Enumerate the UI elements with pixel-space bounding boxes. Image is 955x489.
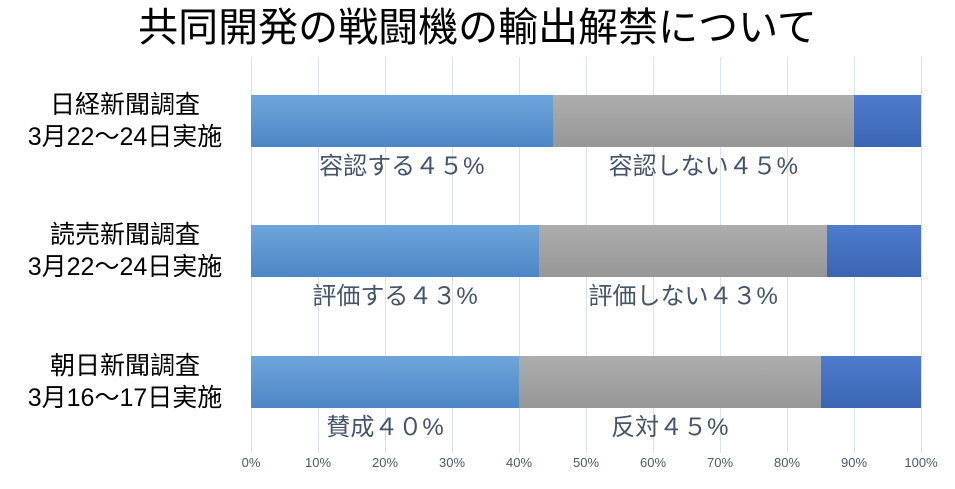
bar-segment-disapprove (552, 95, 854, 147)
x-axis-tick: 100% (904, 455, 938, 470)
segment-label: 容認する４５% (319, 153, 485, 180)
x-axis-tick: 70% (706, 455, 734, 470)
category-name: 読売新聞調査 (49, 221, 200, 249)
bar-segment-other (820, 356, 921, 408)
x-axis-tick: 40% (505, 455, 533, 470)
category-name: 朝日新聞調査 (49, 352, 200, 380)
bar-segment-approve (251, 356, 519, 408)
chart-title: 共同開発の戦闘機の輸出解禁について (138, 6, 817, 50)
bar-segment-approve (251, 95, 553, 147)
x-axis-tick: 60% (639, 455, 667, 470)
category-date: 3月22〜24日実施 (27, 123, 223, 151)
bar-segment-other (854, 95, 921, 147)
segment-labels-asahi: 賛成４０% 反対４５% (251, 412, 921, 444)
segment-labels-yomiuri: 評価する４３% 評価しない４３% (251, 281, 921, 313)
segment-label: 評価しない４３% (588, 283, 778, 310)
x-axis-tick: 90% (840, 455, 868, 470)
x-axis-tick: 80% (773, 455, 801, 470)
segment-label: 容認しない４５% (608, 153, 798, 180)
stacked-bar-nikkei (251, 95, 921, 147)
bar-segment-other (827, 225, 921, 277)
bar-segment-disapprove (519, 356, 821, 408)
x-axis-ticks: 0% 10% 20% 30% 40% 50% 60% 70% 80% 90% 100% (242, 455, 938, 473)
category-label-asahi: 朝日新聞調査 3月16〜17日実施 (0, 350, 250, 414)
segment-label: 反対４５% (611, 414, 729, 441)
category-date: 3月16〜17日実施 (27, 384, 223, 412)
x-axis-tick: 0% (241, 455, 261, 470)
segment-label: 賛成４０% (326, 414, 444, 441)
gridline (921, 57, 922, 453)
category-date: 3月22〜24日実施 (27, 253, 223, 281)
stacked-bar-yomiuri (251, 225, 921, 277)
x-axis-tick: 20% (371, 455, 399, 470)
category-label-yomiuri: 読売新聞調査 3月22〜24日実施 (0, 219, 250, 283)
segment-label: 評価する４３% (312, 283, 478, 310)
x-axis-tick: 30% (438, 455, 466, 470)
bar-segment-approve (251, 225, 540, 277)
bar-segment-disapprove (539, 225, 828, 277)
x-axis-tick: 10% (304, 455, 332, 470)
category-name: 日経新聞調査 (49, 91, 200, 119)
category-label-nikkei: 日経新聞調査 3月22〜24日実施 (0, 89, 250, 153)
segment-labels-nikkei: 容認する４５% 容認しない４５% (251, 151, 921, 183)
x-axis-tick: 50% (572, 455, 600, 470)
stacked-bar-asahi (251, 356, 921, 408)
